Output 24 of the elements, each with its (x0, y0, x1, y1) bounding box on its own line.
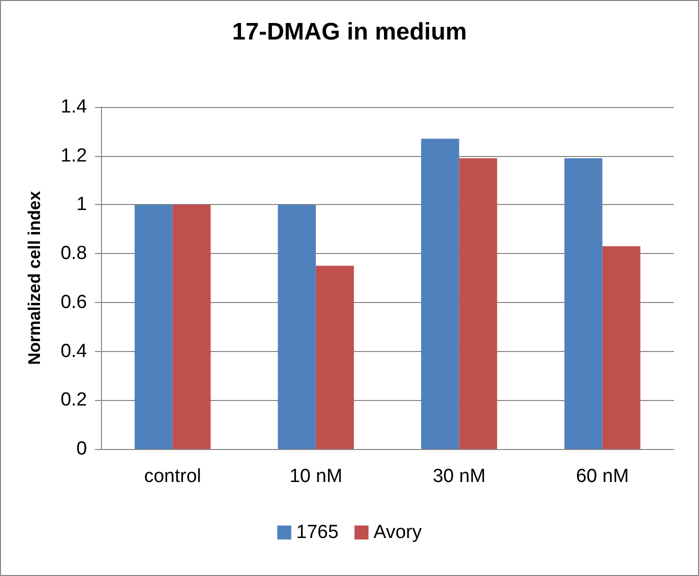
y-tick-label: 1.4 (60, 96, 88, 118)
y-tick-label: 1 (76, 194, 87, 216)
x-tick-label: 10 nM (289, 466, 342, 487)
y-tick-label: 0.6 (60, 292, 87, 313)
bar (459, 158, 498, 449)
bar (172, 204, 211, 449)
y-axis-title: Normalized cell index (25, 190, 44, 365)
bar (278, 204, 316, 449)
legend-label: 1765 (296, 522, 339, 543)
bar (564, 158, 602, 449)
y-tick-label: 1.2 (60, 145, 87, 166)
legend-label: Avory (374, 522, 422, 543)
y-tick-label: 0.8 (60, 243, 87, 264)
bar (421, 138, 460, 449)
bar (134, 204, 173, 449)
x-tick-label: control (144, 466, 202, 487)
chart-title: 17-DMAG in medium (232, 18, 467, 46)
x-tick-label: 30 nM (432, 466, 486, 487)
y-tick-label: 0 (76, 438, 87, 460)
x-tick-label: 60 nM (576, 466, 629, 487)
bar (316, 266, 354, 449)
bar (602, 246, 640, 449)
y-tick-label: 0.2 (60, 390, 87, 411)
y-tick-label: 0.4 (60, 340, 88, 362)
